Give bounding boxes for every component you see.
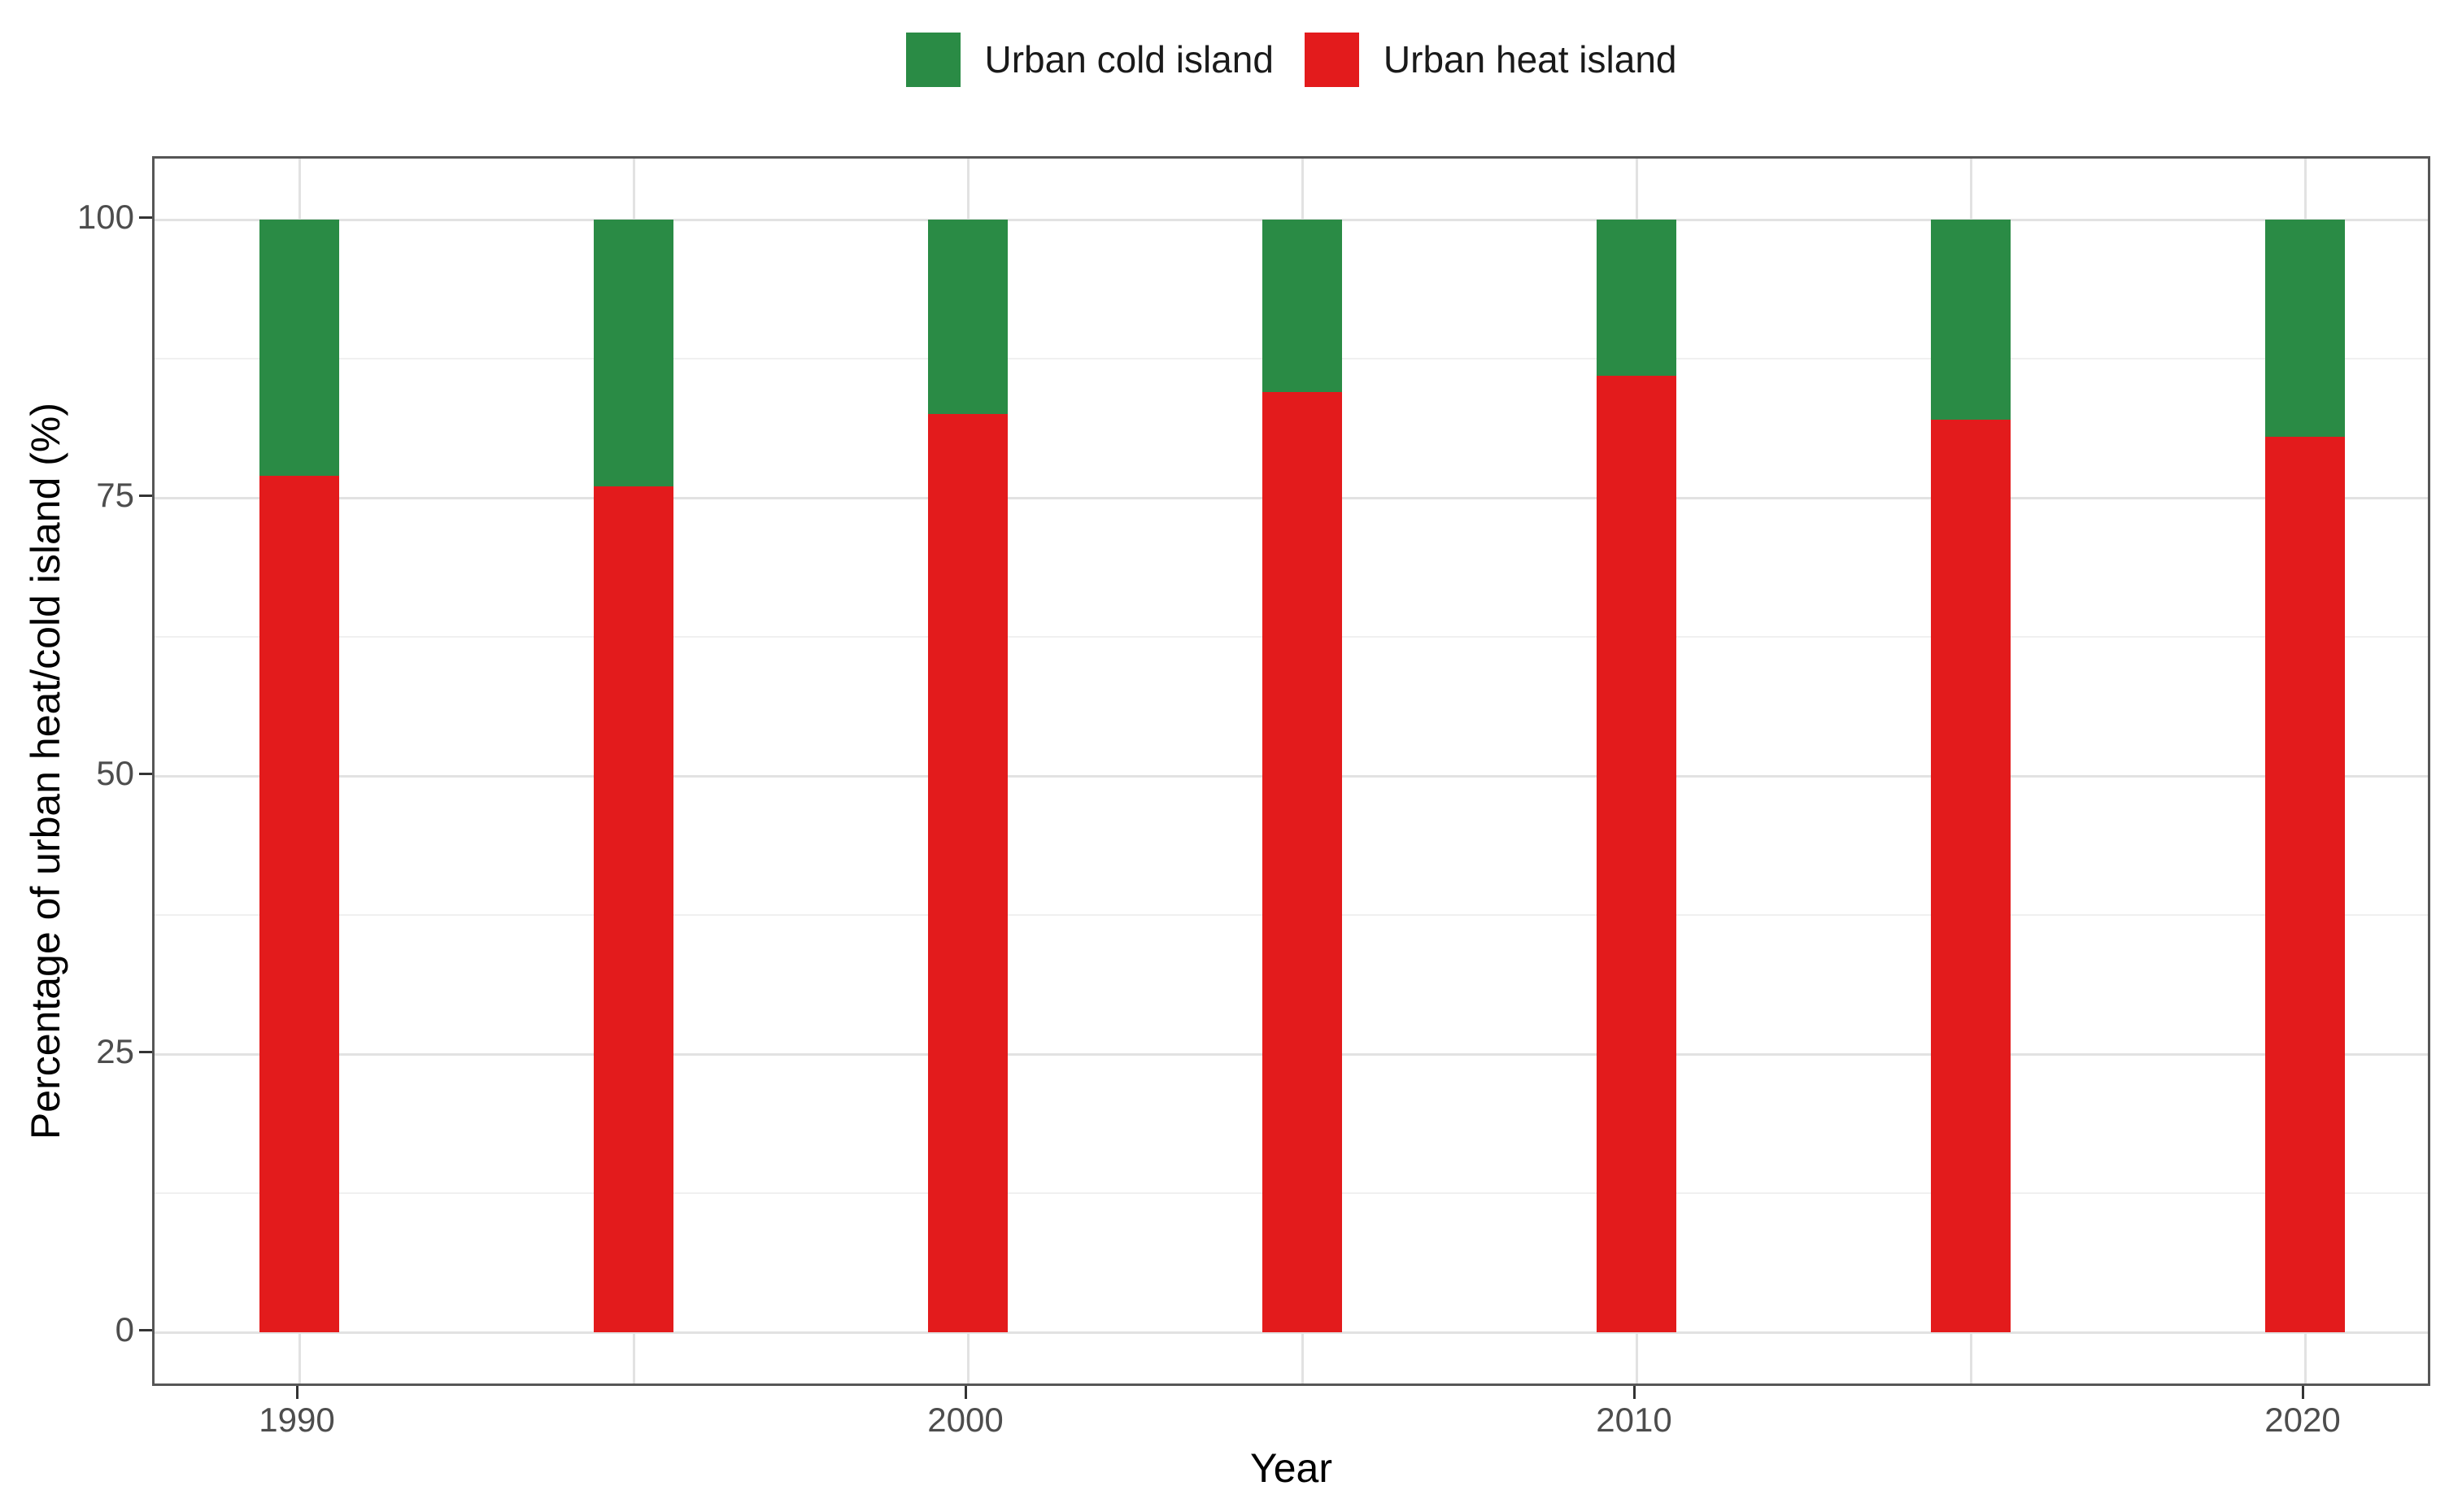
- x-tick-label-2010: 2010: [1596, 1401, 1672, 1439]
- legend-label-urban-cold-island: Urban cold island: [984, 38, 1274, 81]
- legend-item: Urban heat island: [1304, 33, 1677, 87]
- y-tick-mark-75: [139, 494, 152, 497]
- bar-segment-cold-2010: [1597, 220, 1676, 376]
- x-tick-label-2000: 2000: [927, 1401, 1004, 1439]
- bar-segment-heat-1990: [259, 475, 339, 1332]
- bar-segment-cold-2020: [2265, 220, 2345, 437]
- x-tick-mark-2000: [964, 1386, 967, 1399]
- y-tick-label-50: 50: [96, 754, 134, 792]
- bar-segment-cold-2000: [928, 220, 1008, 415]
- y-tick-mark-100: [139, 216, 152, 219]
- legend: Urban cold island Urban heat island: [152, 33, 2430, 87]
- x-axis-title: Year: [1249, 1445, 1333, 1491]
- y-tick-label-75: 75: [96, 476, 134, 514]
- legend-item: Urban cold island: [905, 33, 1274, 87]
- bar-segment-heat-2010: [1597, 375, 1676, 1332]
- bar-segment-cold-2015: [1931, 220, 2011, 420]
- bar-segment-heat-1995: [594, 486, 673, 1332]
- x-tick-label-2020: 2020: [2264, 1401, 2341, 1439]
- y-tick-mark-50: [139, 772, 152, 775]
- bar-segment-cold-1995: [594, 220, 673, 487]
- x-tick-mark-2010: [1632, 1386, 1636, 1399]
- plot-panel: [152, 156, 2430, 1386]
- legend-swatch-urban-heat-island: [1304, 33, 1359, 87]
- legend-swatch-urban-cold-island: [905, 33, 961, 87]
- y-tick-label-0: 0: [115, 1310, 134, 1349]
- bar-segment-heat-2015: [1931, 420, 2011, 1332]
- bar-segment-cold-2005: [1262, 220, 1342, 393]
- bar-segment-heat-2020: [2265, 436, 2345, 1332]
- bar-segment-cold-1990: [259, 220, 339, 476]
- x-tick-mark-2020: [2301, 1386, 2304, 1399]
- bar-segment-heat-2000: [928, 414, 1008, 1332]
- y-tick-label-25: 25: [96, 1032, 134, 1070]
- y-tick-mark-0: [139, 1328, 152, 1331]
- legend-label-urban-heat-island: Urban heat island: [1383, 38, 1677, 81]
- bar-segment-heat-2005: [1262, 392, 1342, 1332]
- gridline-major-0: [155, 1331, 2428, 1334]
- y-tick-label-100: 100: [76, 198, 134, 236]
- x-tick-label-1990: 1990: [259, 1401, 335, 1439]
- x-tick-mark-1990: [295, 1386, 298, 1399]
- y-tick-mark-25: [139, 1050, 152, 1053]
